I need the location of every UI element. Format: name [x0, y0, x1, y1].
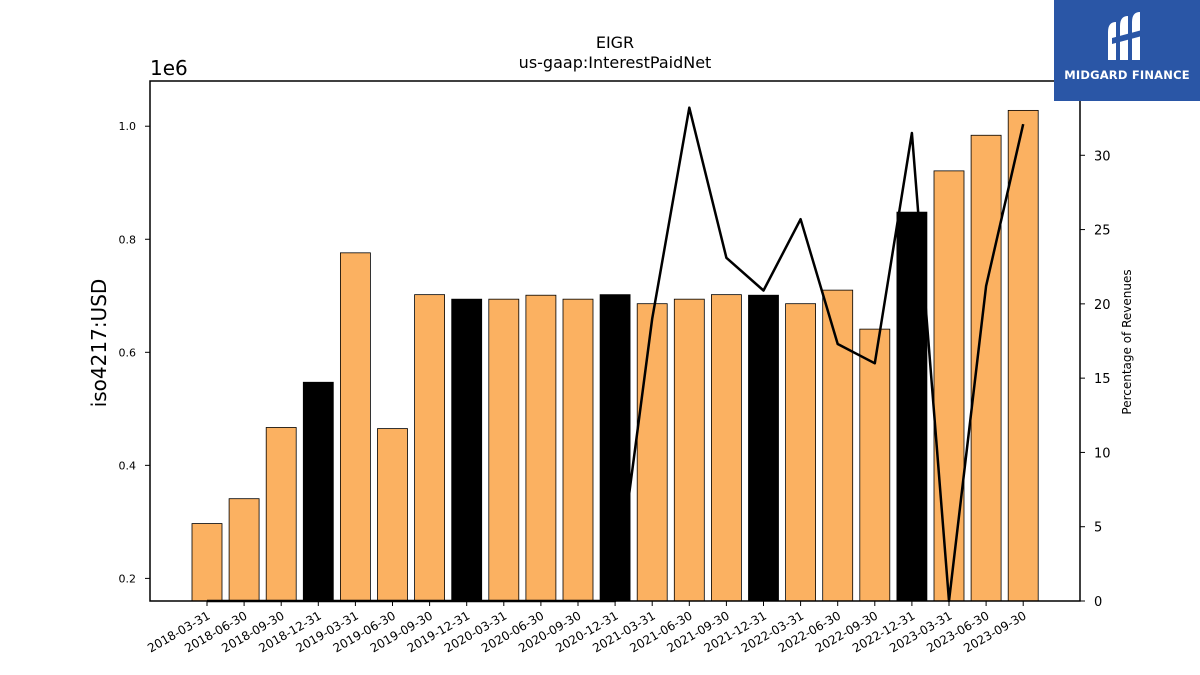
bars-layer: [191, 109, 1039, 602]
y2-tick-label-0: 0: [1094, 595, 1102, 610]
bar-2020-09-30: [562, 298, 594, 602]
y2-tick-label-20: 20: [1094, 298, 1111, 313]
bar-2022-12-31: [896, 211, 928, 602]
y-tick-label-1.0: 1.0: [119, 120, 137, 133]
y2-tick-label-5: 5: [1094, 521, 1102, 536]
y2-axis-label: Percentage of Revenues: [1120, 269, 1134, 414]
chart-subtitle: us-gaap:InterestPaidNet: [518, 53, 712, 72]
y-tick-label-0.6: 0.6: [119, 346, 137, 359]
y-tick-label-0.4: 0.4: [119, 459, 137, 472]
x-axis: 2018-03-312018-06-302018-09-302018-12-31…: [145, 601, 1029, 655]
bar-2021-12-31: [748, 294, 779, 602]
bar-2019-09-30: [414, 294, 446, 602]
bar-2023-09-30: [1007, 109, 1039, 602]
y2-tick-label-10: 10: [1094, 446, 1111, 461]
brand-logo[interactable]: MIDGARD FINANCE: [1054, 0, 1200, 101]
y2-tick-label-25: 25: [1094, 224, 1111, 239]
y-tick-label-0.8: 0.8: [119, 233, 137, 246]
bar-2023-03-31: [933, 170, 965, 602]
chart-title: EIGR: [595, 33, 635, 52]
y2-axis: 0 5 10 15 20 25 30: [1080, 149, 1111, 610]
y2-tick-label-30: 30: [1094, 149, 1111, 164]
bar-2018-06-30: [228, 498, 260, 602]
bar-2021-06-30: [673, 298, 705, 602]
midgard-logo-icon: [1108, 12, 1142, 60]
logo-text: MIDGARD FINANCE: [1064, 68, 1190, 82]
y-tick-label-0.2: 0.2: [119, 572, 137, 585]
bar-2022-06-30: [822, 289, 854, 602]
bar-2018-03-31: [191, 523, 223, 602]
bar-2020-03-31: [488, 298, 520, 602]
bar-2019-06-30: [377, 428, 408, 602]
bar-2019-12-31: [451, 298, 483, 602]
bar-2022-03-31: [785, 303, 816, 602]
y-axis: 0.2 0.4 0.6 0.8 1.0: [119, 120, 150, 585]
y-offset-label: 1e6: [150, 56, 188, 80]
y2-tick-label-15: 15: [1094, 372, 1111, 387]
bar-2020-06-30: [525, 294, 557, 602]
bar-2018-12-31: [302, 381, 334, 602]
bar-2021-03-31: [636, 303, 668, 602]
bar-2019-03-31: [339, 252, 371, 602]
bar-2021-09-30: [711, 294, 742, 602]
bar-2018-09-30: [265, 427, 297, 602]
bar-2022-09-30: [859, 328, 891, 602]
bar-2020-12-31: [599, 294, 631, 602]
y-axis-label: iso4217:USD: [87, 279, 111, 408]
